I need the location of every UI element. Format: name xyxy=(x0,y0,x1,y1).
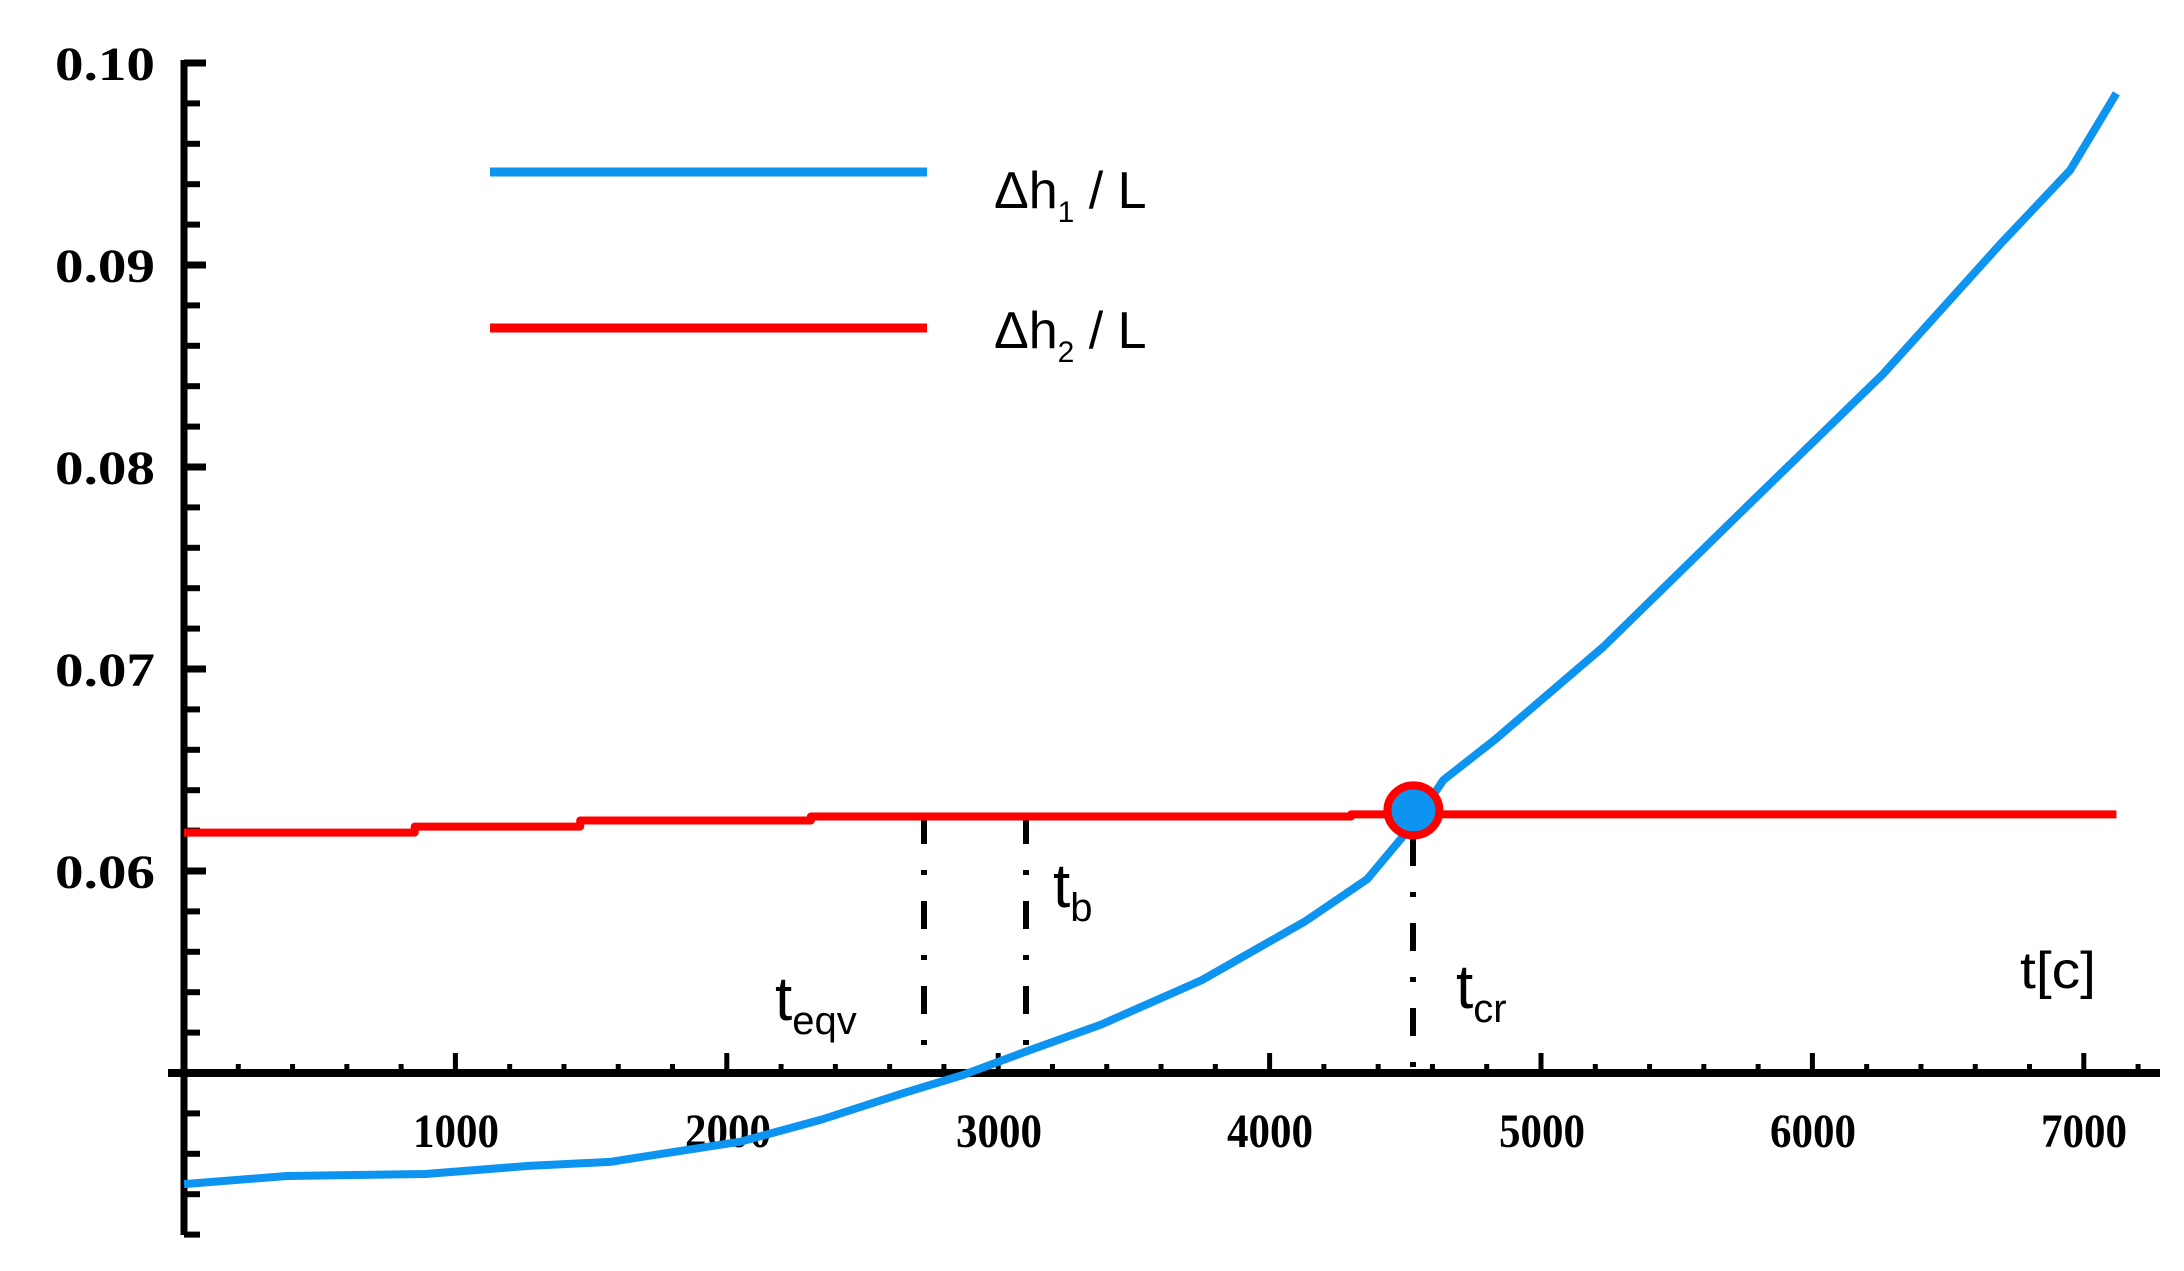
annotation-t-eqv: teqv xyxy=(775,965,857,1043)
x-tick-label: 6000 xyxy=(1770,1105,1856,1158)
y-tick-label: 0.06 xyxy=(55,846,155,899)
legend: Δh1 / L Δh2 / L xyxy=(490,162,1147,369)
series-delta-h1-line xyxy=(183,91,2120,1189)
annotation-t-b: tb xyxy=(1053,852,1092,930)
legend-label-delta-h2: Δh2 / L xyxy=(994,302,1147,369)
y-tick-label: 0.10 xyxy=(55,38,155,91)
y-axis-labels: 0.10 0.09 0.08 0.07 0.06 xyxy=(55,38,155,899)
y-tick-label: 0.08 xyxy=(55,442,155,495)
x-tick-label: 7000 xyxy=(2041,1105,2127,1158)
axis-ticks xyxy=(184,59,2141,1238)
x-tick-label: 1000 xyxy=(413,1105,499,1158)
intersection-marker xyxy=(1383,781,1444,840)
annotation-t-cr: tcr xyxy=(1456,953,1507,1031)
y-tick-label: 0.07 xyxy=(55,644,155,697)
guide-lines xyxy=(921,816,1416,1073)
x-tick-label: 5000 xyxy=(1499,1105,1585,1158)
x-axis-labels: 1000 2000 3000 4000 5000 6000 7000 xyxy=(413,1105,2127,1158)
x-tick-label: 4000 xyxy=(1227,1105,1313,1158)
y-tick-label: 0.09 xyxy=(55,240,155,293)
series-delta-h2-line xyxy=(184,810,2117,837)
legend-label-delta-h1: Δh1 / L xyxy=(994,162,1147,229)
x-axis-title: t[c] xyxy=(2020,942,2096,1000)
x-tick-label: 3000 xyxy=(956,1105,1042,1158)
